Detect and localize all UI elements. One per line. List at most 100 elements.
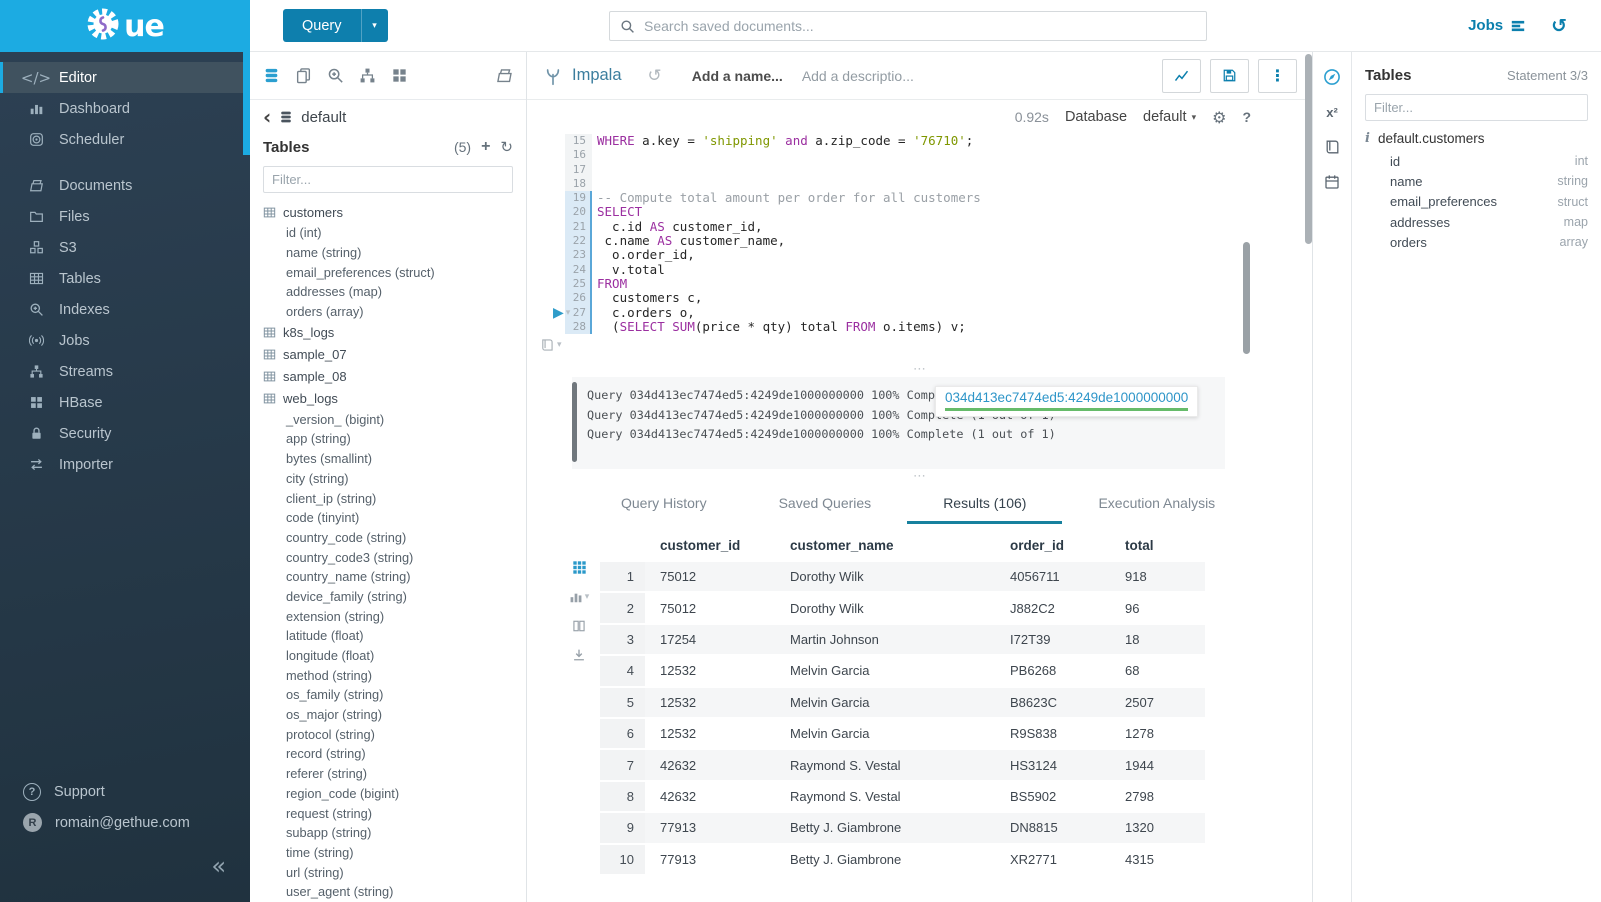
assist-column[interactable]: id (int) <box>263 223 526 243</box>
assist-table-sample_07[interactable]: sample_07 <box>263 343 526 365</box>
functions-icon[interactable]: x² <box>1326 105 1338 120</box>
assist-column[interactable]: client_ip (string) <box>263 488 526 508</box>
table-column-row[interactable]: ordersarray <box>1365 232 1588 252</box>
resize-handle[interactable]: ⋯ <box>527 469 1312 484</box>
execute-controls[interactable]: ▶ ▾ <box>553 305 570 321</box>
sidebar-item-jobs[interactable]: Jobs <box>0 325 250 356</box>
sidebar-item-support[interactable]: ? Support <box>0 776 250 807</box>
grid-view-icon[interactable] <box>572 560 587 575</box>
engine-name[interactable]: Impala <box>572 66 622 85</box>
editor-scrollbar[interactable] <box>1243 242 1250 354</box>
assist-column[interactable]: record (string) <box>263 744 526 764</box>
tab-saved-queries[interactable]: Saved Queries <box>743 484 908 524</box>
right-panel-filter-input[interactable] <box>1374 100 1579 115</box>
assist-table-web_logs[interactable]: web_logs <box>263 387 526 409</box>
assist-column[interactable]: code (tinyint) <box>263 508 526 528</box>
assist-column[interactable]: protocol (string) <box>263 724 526 744</box>
assist-column[interactable]: _version_ (bigint) <box>263 409 526 429</box>
column-header[interactable]: customer_name <box>790 538 1010 553</box>
more-actions-button[interactable]: ⋮ <box>1258 59 1297 93</box>
play-icon[interactable]: ▶ <box>553 305 564 321</box>
assist-filter-input[interactable] <box>272 172 504 187</box>
history-icon[interactable]: ↺ <box>1551 15 1567 37</box>
info-icon[interactable]: i <box>1365 131 1370 146</box>
assist-column[interactable]: latitude (float) <box>263 626 526 646</box>
assist-column[interactable]: country_code3 (string) <box>263 547 526 567</box>
chart-view-control[interactable]: ▾ <box>569 590 590 604</box>
table-column-row[interactable]: idint <box>1365 151 1588 171</box>
assist-column[interactable]: region_code (bigint) <box>263 784 526 804</box>
jobs-list-icon[interactable] <box>1510 18 1526 34</box>
assist-column[interactable]: app (string) <box>263 429 526 449</box>
table-row[interactable]: 742632Raymond S. VestalHS31241944 <box>600 750 1205 781</box>
language-docs-icon[interactable] <box>1324 139 1340 155</box>
tab-query-history[interactable]: Query History <box>585 484 743 524</box>
tab-results-106-[interactable]: Results (106) <box>907 484 1062 524</box>
sidebar-item-s3[interactable]: S3 <box>0 232 250 263</box>
assist-column[interactable]: device_family (string) <box>263 587 526 607</box>
editor-context-controls[interactable]: ▾ <box>540 338 562 352</box>
streams-assist-icon[interactable] <box>359 67 376 84</box>
table-row[interactable]: 275012Dorothy WilkJ882C296 <box>600 593 1205 624</box>
assist-column[interactable]: user_agent (string) <box>263 882 526 902</box>
jobs-link[interactable]: Jobs <box>1468 17 1503 34</box>
assist-column[interactable]: country_code (string) <box>263 528 526 548</box>
assist-column[interactable]: orders (array) <box>263 302 526 322</box>
download-icon[interactable] <box>572 648 586 662</box>
resize-handle[interactable]: ⋯ <box>527 362 1312 377</box>
chevron-down-icon[interactable]: ▾ <box>566 308 571 318</box>
assist-column[interactable]: os_family (string) <box>263 685 526 705</box>
query-button-label[interactable]: Query <box>283 9 361 42</box>
sidebar-item-editor[interactable]: </>Editor <box>0 62 250 93</box>
assistant-compass-icon[interactable] <box>1323 68 1341 86</box>
assist-column[interactable]: extension (string) <box>263 606 526 626</box>
sql-code-editor[interactable]: ▶ ▾ ▾ 15WHERE a.key = 'shipping' and a.z… <box>527 134 1312 362</box>
indexes-assist-icon[interactable] <box>327 67 344 84</box>
schedule-icon[interactable] <box>1324 174 1340 190</box>
query-button-caret[interactable]: ▾ <box>361 9 388 42</box>
query-history-icon[interactable]: ↺ <box>648 66 662 86</box>
assist-column[interactable]: url (string) <box>263 862 526 882</box>
table-column-row[interactable]: addressesmap <box>1365 212 1588 232</box>
sidebar-item-scheduler[interactable]: Scheduler <box>0 124 250 155</box>
table-row[interactable]: 1077913Betty J. GiambroneXR27714315 <box>600 845 1205 876</box>
sidebar-item-indexes[interactable]: Indexes <box>0 294 250 325</box>
column-header[interactable]: total <box>1125 538 1205 553</box>
chart-button[interactable] <box>1162 59 1201 93</box>
column-header[interactable]: customer_id <box>645 538 790 553</box>
folder-assist-icon[interactable] <box>496 67 513 84</box>
sidebar-item-user[interactable]: R romain@gethue.com <box>0 807 250 838</box>
right-panel-filter[interactable] <box>1365 94 1588 121</box>
sidebar-item-files[interactable]: Files <box>0 201 250 232</box>
sidebar-item-dashboard[interactable]: Dashboard <box>0 93 250 124</box>
assist-column[interactable]: bytes (smallint) <box>263 449 526 469</box>
sidebar-item-security[interactable]: Security <box>0 418 250 449</box>
table-row[interactable]: 612532Melvin GarciaR9S8381278 <box>600 719 1205 750</box>
assist-column[interactable]: request (string) <box>263 803 526 823</box>
search-bar[interactable] <box>609 11 1207 41</box>
query-button[interactable]: Query ▾ <box>283 9 388 42</box>
hbase-assist-icon[interactable] <box>391 67 408 84</box>
assist-column[interactable]: addresses (map) <box>263 282 526 302</box>
assist-column[interactable]: method (string) <box>263 665 526 685</box>
help-icon[interactable]: ? <box>1242 109 1251 125</box>
assist-column[interactable]: subapp (string) <box>263 823 526 843</box>
assist-table-customers[interactable]: customers <box>263 201 526 223</box>
tab-execution-analysis[interactable]: Execution Analysis <box>1062 484 1251 524</box>
assist-table-sample_08[interactable]: sample_08 <box>263 365 526 387</box>
table-row[interactable]: 977913Betty J. GiambroneDN88151320 <box>600 813 1205 844</box>
sidebar-item-streams[interactable]: Streams <box>0 356 250 387</box>
panel-scrollbar[interactable] <box>1305 54 1312 244</box>
assist-column[interactable]: country_name (string) <box>263 567 526 587</box>
table-column-row[interactable]: namestring <box>1365 171 1588 191</box>
table-row[interactable]: 317254Martin JohnsonI72T3918 <box>600 625 1205 656</box>
assist-filter[interactable] <box>263 166 513 193</box>
columns-view-icon[interactable] <box>572 619 586 633</box>
databases-icon[interactable] <box>263 67 280 84</box>
table-row[interactable]: 842632Raymond S. VestalBS59022798 <box>600 782 1205 813</box>
save-button[interactable] <box>1210 59 1249 93</box>
active-table-name[interactable]: default.customers <box>1378 131 1485 146</box>
add-table-icon[interactable]: + <box>481 138 490 156</box>
query-name-field[interactable]: Add a name... <box>692 68 783 84</box>
back-chevron-icon[interactable]: ‹ <box>263 107 271 127</box>
